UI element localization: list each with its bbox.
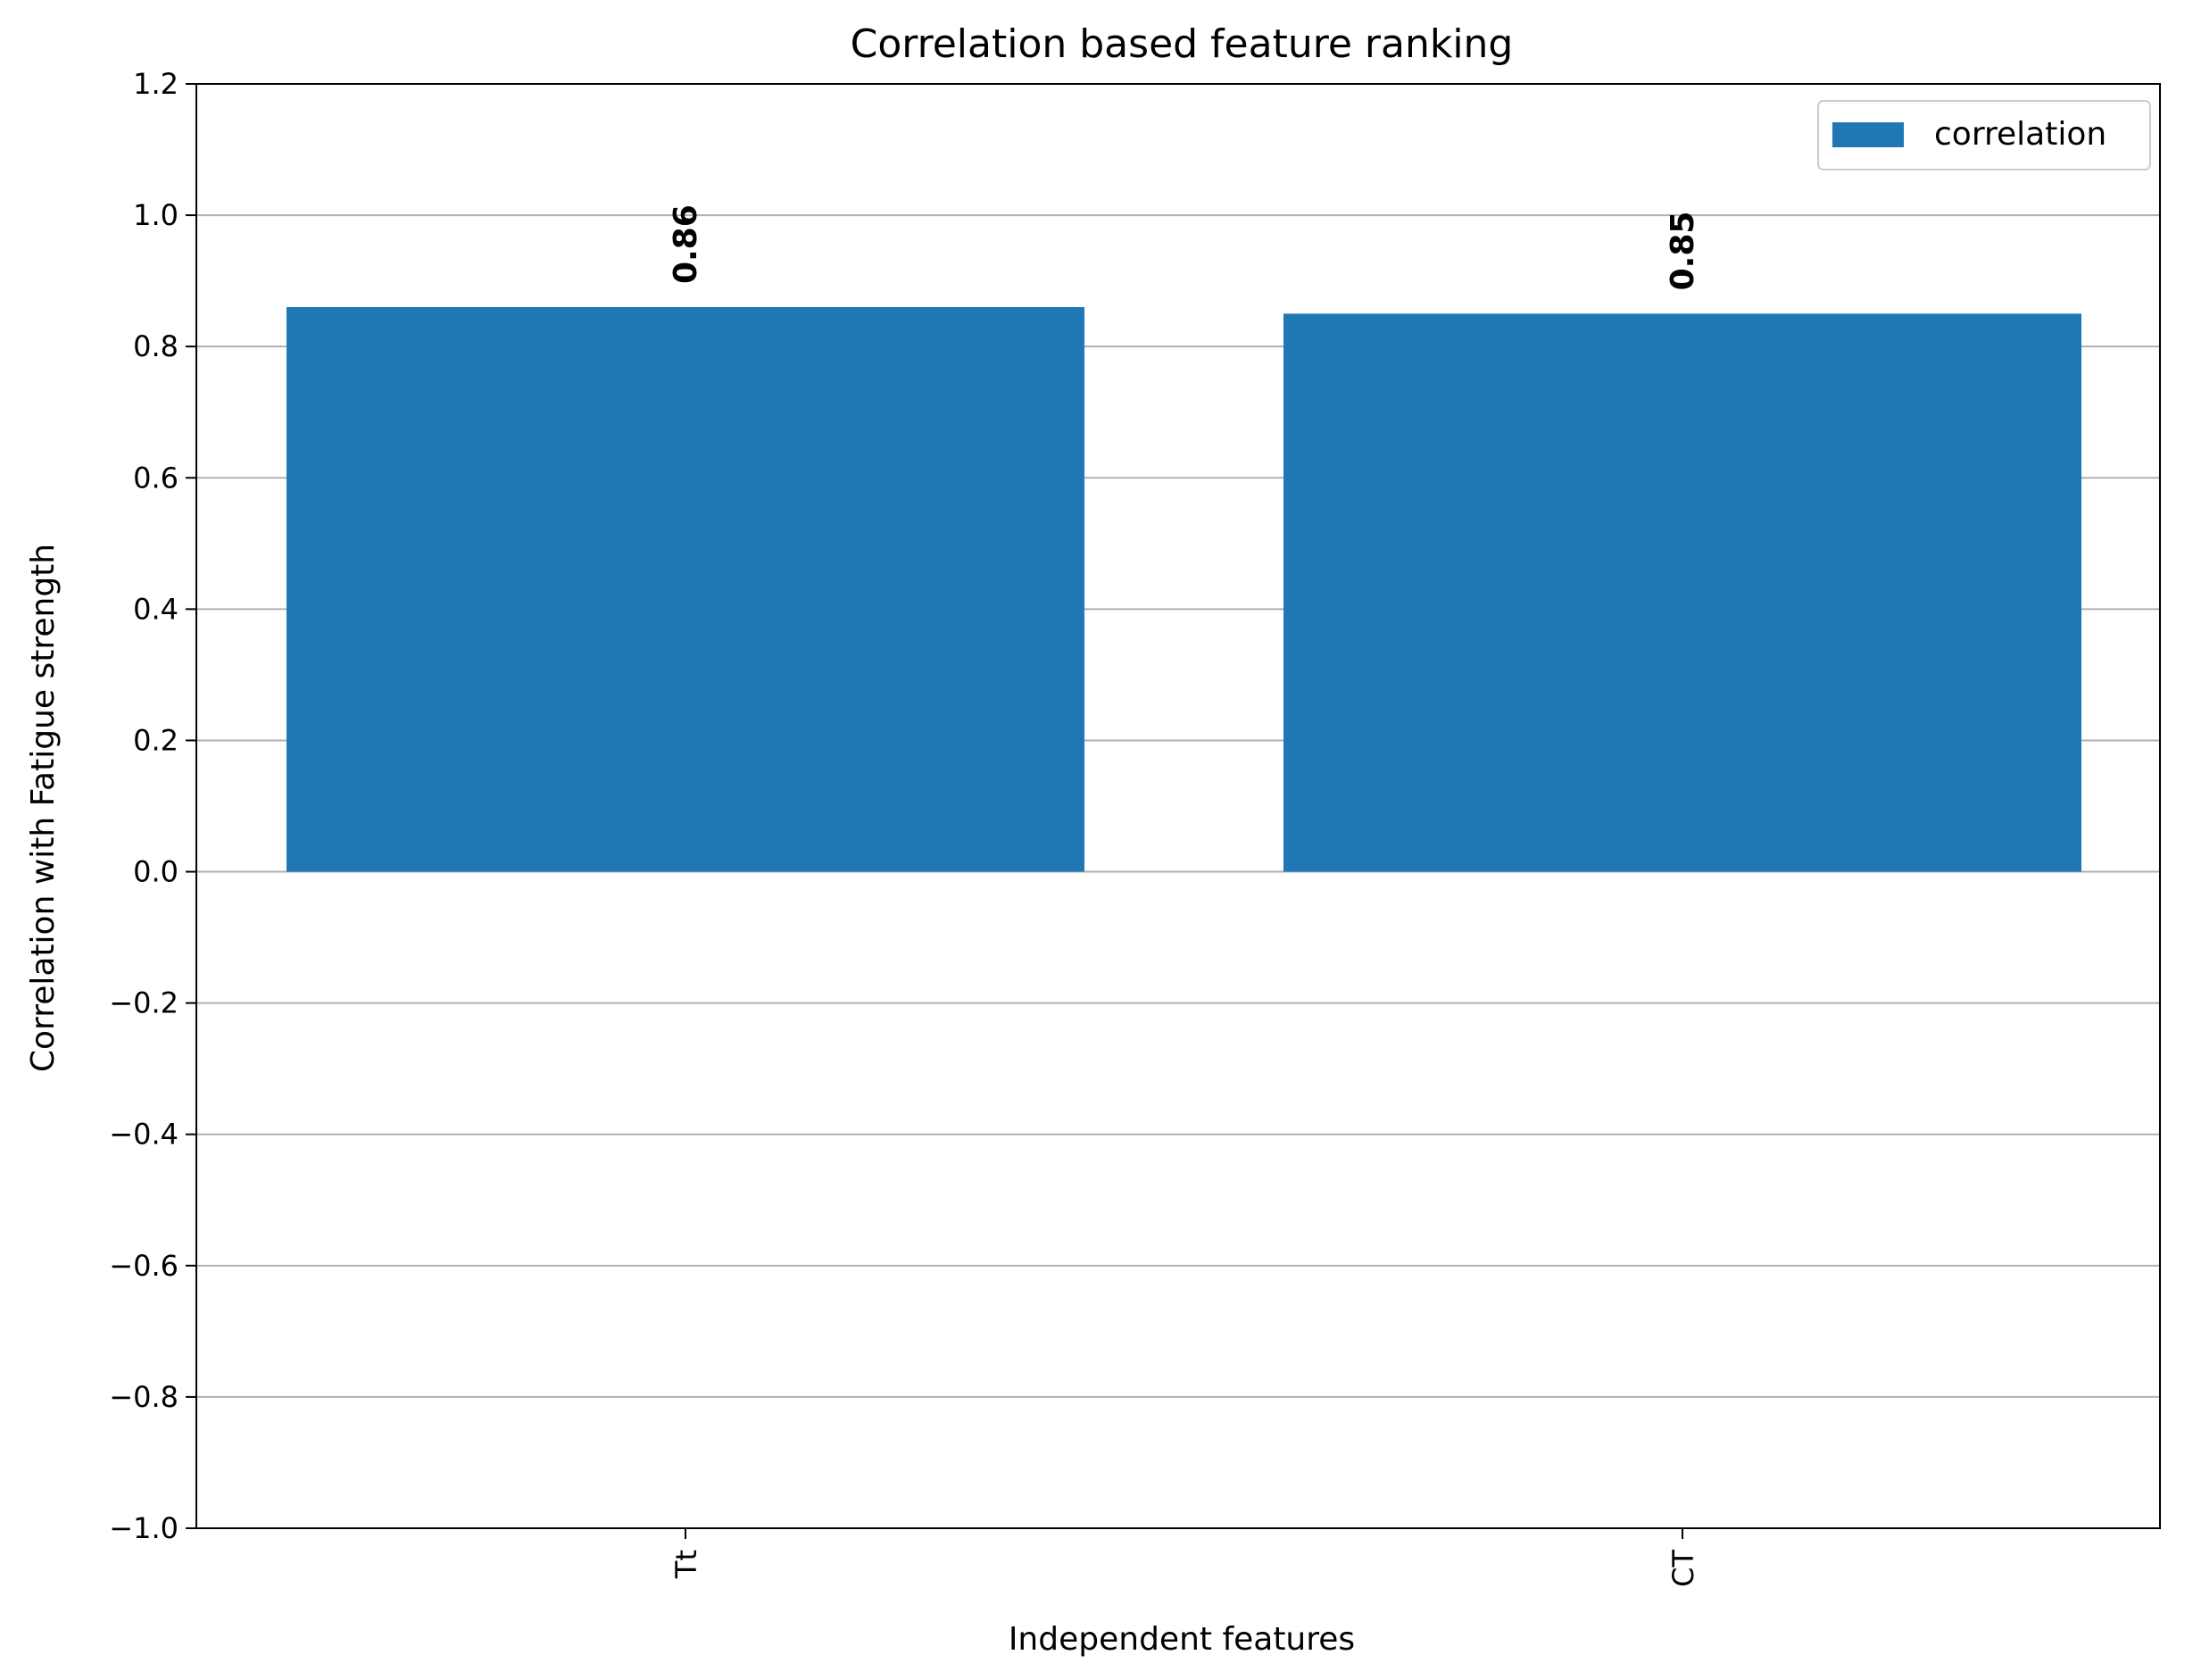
y-axis-label: Correlation with Fatigue strength — [25, 544, 62, 1072]
y-tick-label: 0.4 — [133, 592, 179, 626]
legend-swatch — [1832, 122, 1904, 147]
legend: correlation — [1817, 100, 2151, 170]
bar-ct — [1283, 313, 2081, 872]
x-tick-label-ct: CT — [1666, 1550, 1700, 1587]
legend-frame — [1817, 100, 2151, 170]
y-tick-label: 0.8 — [133, 329, 179, 363]
data-label-tt: 0.86 — [668, 204, 704, 284]
plot-frame — [195, 83, 2161, 1529]
data-label-ct: 0.85 — [1665, 212, 1701, 291]
y-tick-label: 0.6 — [133, 461, 179, 495]
y-tick-label: −0.2 — [109, 986, 179, 1020]
y-tick-label: 1.0 — [133, 198, 179, 232]
data-labels: 0.86 0.85 — [668, 204, 1701, 290]
y-tick-label: 1.2 — [133, 67, 179, 101]
y-tick-label: −0.4 — [109, 1118, 179, 1152]
bars — [287, 307, 2081, 872]
y-tick-label: −0.8 — [109, 1380, 179, 1414]
chart-title: Correlation based feature ranking — [851, 21, 1514, 67]
y-tick-label: 0.2 — [133, 723, 179, 757]
y-tick-label: −1.0 — [109, 1511, 179, 1545]
y-tick-label: −0.6 — [109, 1249, 179, 1283]
x-axis-label: Independent features — [1009, 1621, 1355, 1658]
legend-entry-correlation: correlation — [1934, 116, 2106, 153]
axes: −1.0 −0.8 −0.6 −0.4 −0.2 0.0 0.2 0.4 0.6 0.8 1.0 1.… — [109, 67, 2161, 1587]
bar-tt — [287, 307, 1084, 872]
x-tick-label-tt: Tt — [669, 1550, 703, 1579]
y-tick-label: 0.0 — [133, 855, 179, 889]
